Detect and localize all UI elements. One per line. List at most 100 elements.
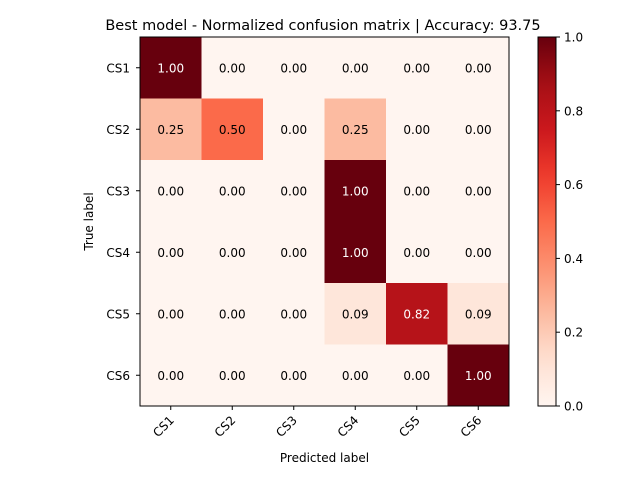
heatmap-cell: [201, 283, 264, 345]
heatmap-cell: [201, 37, 264, 99]
y-axis-label: True label: [82, 192, 96, 251]
cell-value-label: 0.25: [342, 123, 369, 137]
x-tick-label: CS1: [150, 413, 177, 440]
cell-value-label: 0.00: [219, 61, 246, 75]
heatmap-cell: [263, 160, 325, 222]
heatmap-cell: [386, 98, 448, 161]
heatmap-cell: [201, 98, 264, 161]
cell-value-label: 0.00: [280, 246, 307, 260]
y-tick-label: CS3: [106, 184, 130, 198]
y-tick-label: CS2: [106, 123, 130, 137]
heatmap-cells: [140, 37, 510, 407]
cell-value-label: 0.00: [157, 307, 184, 321]
x-tick-label: CS6: [458, 413, 485, 440]
cell-value-label: 1.00: [342, 246, 369, 260]
heatmap-cell: [447, 344, 510, 407]
x-tick-label: CS4: [335, 413, 362, 440]
cell-value-label: 0.00: [157, 369, 184, 383]
heatmap-cell: [447, 98, 510, 161]
heatmap-cell: [201, 344, 264, 407]
colorbar: [537, 36, 557, 407]
heatmap-cell: [201, 221, 264, 284]
cell-value-label: 0.00: [465, 61, 492, 75]
heatmap-cell: [263, 221, 325, 284]
cell-value-label: 0.25: [157, 123, 184, 137]
heatmap-cell: [263, 344, 325, 407]
cell-value-label: 0.00: [280, 307, 307, 321]
cell-value-label: 0.00: [403, 246, 430, 260]
heatmap-cell: [386, 344, 448, 407]
y-tick-label: CS1: [106, 61, 130, 75]
colorbar-tick-label: 0.0: [564, 400, 583, 414]
cell-value-label: 0.00: [465, 123, 492, 137]
chart-title: Best model - Normalized confusion matrix…: [105, 18, 540, 34]
heatmap-cell: [140, 221, 202, 284]
cell-value-label: 0.00: [219, 246, 246, 260]
cell-value-label: 0.09: [465, 307, 492, 321]
cell-value-label: 0.00: [219, 184, 246, 198]
y-axis-ticks: CS1 CS2 CS3 CS4 CS5 CS6: [106, 61, 140, 383]
heatmap-cell: [324, 37, 387, 99]
cell-value-label: 1.00: [342, 184, 369, 198]
x-axis-ticks: CS1 CS2 CS3 CS4 CS5 CS6: [150, 406, 484, 440]
cell-value-label: 1.00: [157, 61, 184, 75]
cell-value-label: 0.50: [219, 123, 246, 137]
plot-frame: [139, 36, 510, 407]
cell-value-label: 0.00: [157, 184, 184, 198]
cell-value-label: 0.00: [280, 184, 307, 198]
heatmap-cell: [140, 37, 202, 99]
colorbar-tick-label: 0.6: [564, 178, 583, 192]
cell-value-label: 1.00: [465, 369, 492, 383]
cell-value-label: 0.00: [342, 369, 369, 383]
cell-value-label: 0.82: [403, 307, 430, 321]
cell-value-label: 0.00: [280, 123, 307, 137]
colorbar-tick-label: 0.8: [564, 104, 583, 118]
x-tick-label: CS3: [273, 413, 300, 440]
heatmap-cell: [263, 98, 325, 161]
heatmap-cell: [386, 283, 448, 345]
heatmap-cell: [140, 344, 202, 407]
cell-value-label: 0.00: [219, 369, 246, 383]
heatmap-cell: [447, 37, 510, 99]
x-tick-label: CS2: [212, 413, 239, 440]
heatmap-cell: [447, 221, 510, 284]
cell-value-label: 0.00: [157, 246, 184, 260]
x-tick-label: CS5: [396, 413, 423, 440]
colorbar-ticks: 0.0 0.2 0.4 0.6 0.8 1.0: [556, 31, 583, 414]
heatmap-cell-labels: 1.00 0.00 0.00 0.00 0.00 0.00 0.25 0.50 0.00 0.25…: [157, 61, 491, 383]
cell-value-label: 0.00: [280, 369, 307, 383]
heatmap-cell: [324, 98, 387, 161]
colorbar-tick-label: 1.0: [564, 31, 583, 45]
colorbar-tick-label: 0.4: [564, 252, 583, 266]
y-tick-label: CS4: [106, 246, 130, 260]
x-axis-label: Predicted label: [280, 451, 369, 465]
heatmap-cell: [263, 37, 325, 99]
y-tick-label: CS6: [106, 369, 130, 383]
cell-value-label: 0.00: [403, 369, 430, 383]
cell-value-label: 0.00: [219, 307, 246, 321]
heatmap-cell: [140, 283, 202, 345]
heatmap-cell: [140, 160, 202, 222]
cell-value-label: 0.00: [465, 246, 492, 260]
cell-value-label: 0.00: [403, 123, 430, 137]
cell-value-label: 0.00: [403, 184, 430, 198]
y-tick-label: CS5: [106, 307, 130, 321]
heatmap-cell: [386, 37, 448, 99]
heatmap-cell: [447, 160, 510, 222]
cell-value-label: 0.00: [342, 61, 369, 75]
cell-value-label: 0.00: [280, 61, 307, 75]
cell-value-label: 0.00: [465, 184, 492, 198]
heatmap-cell: [324, 221, 387, 284]
colorbar-tick-label: 0.2: [564, 326, 583, 340]
heatmap-cell: [140, 98, 202, 161]
heatmap-cell: [324, 283, 387, 345]
heatmap-cell: [324, 344, 387, 407]
heatmap-cell: [386, 160, 448, 222]
heatmap-cell: [324, 160, 387, 222]
heatmap-cell: [263, 283, 325, 345]
heatmap-cell: [447, 283, 510, 345]
heatmap-cell: [201, 160, 264, 222]
heatmap-cell: [386, 221, 448, 284]
